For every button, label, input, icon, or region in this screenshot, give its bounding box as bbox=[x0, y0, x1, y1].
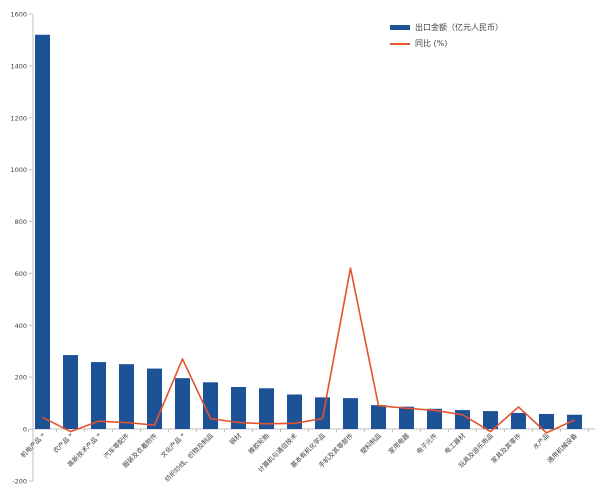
bar bbox=[455, 410, 470, 429]
x-category-label: 家用电器 bbox=[386, 431, 411, 456]
y-tick-label: 1400 bbox=[10, 62, 27, 70]
bar bbox=[259, 388, 274, 429]
x-category-label: 纺织纱线、织物及制品 bbox=[163, 431, 215, 483]
legend-item-export-amount: 出口金额（亿元人民币） bbox=[390, 22, 503, 33]
bar bbox=[511, 412, 526, 429]
bar bbox=[399, 406, 414, 429]
y-tick-label: 1200 bbox=[10, 114, 27, 122]
x-category-label: 通用机械设备 bbox=[545, 431, 579, 465]
bar-swatch-icon bbox=[390, 25, 410, 30]
y-tick-label: 200 bbox=[15, 374, 27, 382]
bar bbox=[91, 362, 106, 429]
bar bbox=[427, 408, 442, 429]
x-category-label: 电工器材 bbox=[442, 431, 467, 456]
bar bbox=[287, 394, 302, 429]
x-category-label: 电子元件 bbox=[414, 431, 439, 456]
bar bbox=[315, 397, 330, 429]
line-swatch-icon bbox=[390, 42, 410, 45]
bar bbox=[567, 414, 582, 429]
x-category-label: 钢材 bbox=[227, 431, 243, 447]
chart-legend: 出口金额（亿元人民币） 同比 (%) bbox=[390, 22, 503, 49]
y-tick-label: -200 bbox=[12, 477, 27, 485]
legend-export-amount-label: 出口金额（亿元人民币） bbox=[415, 23, 503, 32]
x-category-label: 家具及其零件 bbox=[489, 431, 523, 465]
bar bbox=[343, 398, 358, 429]
bar bbox=[371, 405, 386, 429]
x-category-label: 橡胶轮胎 bbox=[246, 431, 271, 456]
bar bbox=[119, 364, 134, 429]
bar bbox=[147, 368, 162, 429]
yoy-line bbox=[42, 267, 575, 434]
bar bbox=[483, 411, 498, 429]
y-tick-label: 1600 bbox=[10, 11, 27, 19]
x-category-label: 文化产品 * bbox=[158, 431, 187, 460]
bar bbox=[175, 378, 190, 429]
legend-item-yoy: 同比 (%) bbox=[390, 38, 503, 49]
y-tick-label: 600 bbox=[15, 270, 27, 278]
x-category-label: 塑料制品 bbox=[358, 431, 383, 456]
x-category-label: 汽车零配件 bbox=[102, 431, 132, 461]
y-tick-label: 400 bbox=[15, 322, 27, 330]
bar bbox=[539, 413, 554, 429]
y-tick-label: 0 bbox=[23, 426, 27, 434]
bar bbox=[231, 386, 246, 429]
x-category-label: 农产品 * bbox=[51, 431, 75, 455]
x-category-label: 水产品 bbox=[531, 431, 551, 451]
y-tick-label: 1000 bbox=[10, 166, 27, 174]
bar bbox=[63, 355, 78, 429]
bar bbox=[35, 34, 50, 429]
bar bbox=[203, 382, 218, 429]
legend-yoy-label: 同比 (%) bbox=[415, 39, 448, 48]
y-tick-label: 800 bbox=[15, 218, 27, 226]
